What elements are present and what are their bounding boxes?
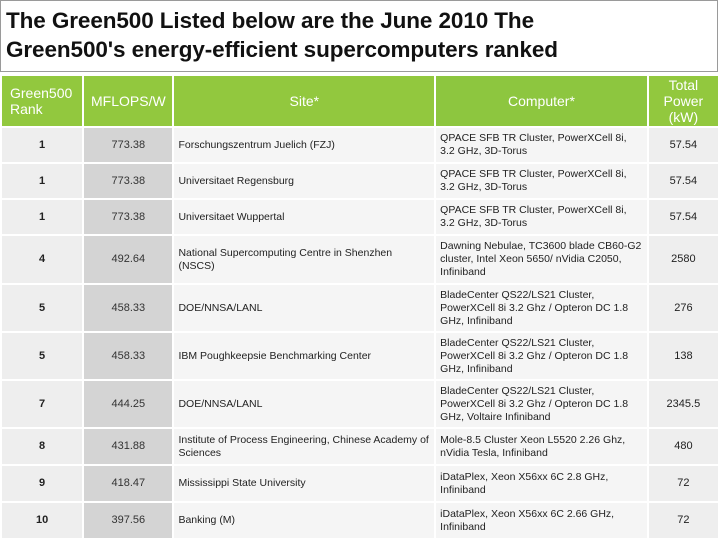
header-mflops: MFLOPS/W — [84, 76, 173, 126]
mflops-cell: 773.38 — [84, 164, 173, 198]
power-cell: 276 — [648, 285, 718, 331]
site-cell: IBM Poughkeepsie Benchmarking Center — [174, 333, 435, 379]
computer-cell: QPACE SFB TR Cluster, PowerXCell 8i, 3.2… — [436, 164, 647, 198]
computer-cell: iDataPlex, Xeon X56xx 6C 2.8 GHz, Infini… — [436, 466, 647, 501]
rank-cell: 8 — [2, 429, 83, 464]
mflops-cell: 773.38 — [84, 200, 173, 234]
table-row: 8 431.88 Institute of Process Engineerin… — [2, 429, 718, 464]
site-cell: DOE/NNSA/LANL — [174, 285, 435, 331]
rank-cell: 9 — [2, 466, 83, 501]
mflops-cell: 492.64 — [84, 236, 173, 283]
site-cell: Mississippi State University — [174, 466, 435, 501]
table-row: 7 444.25 DOE/NNSA/LANL BladeCenter QS22/… — [2, 381, 718, 427]
power-cell: 2345.5 — [648, 381, 718, 427]
table-row: 1 773.38 Universitaet Wuppertal QPACE SF… — [2, 200, 718, 234]
mflops-cell: 397.56 — [84, 503, 173, 538]
mflops-cell: 418.47 — [84, 466, 173, 501]
computer-cell: Mole-8.5 Cluster Xeon L5520 2.26 Ghz, nV… — [436, 429, 647, 464]
power-cell: 72 — [648, 503, 718, 538]
computer-cell: QPACE SFB TR Cluster, PowerXCell 8i, 3.2… — [436, 128, 647, 162]
site-cell: Universitaet Wuppertal — [174, 200, 435, 234]
rank-cell: 5 — [2, 285, 83, 331]
site-cell: DOE/NNSA/LANL — [174, 381, 435, 427]
mflops-cell: 458.33 — [84, 333, 173, 379]
header-power: Total Power (kW) — [648, 76, 718, 126]
table-row: 1 773.38 Universitaet Regensburg QPACE S… — [2, 164, 718, 198]
site-cell: Universitaet Regensburg — [174, 164, 435, 198]
header-computer: Computer* — [436, 76, 647, 126]
green500-table: Green500 Rank MFLOPS/W Site* Computer* T… — [0, 74, 720, 540]
computer-cell: iDataPlex, Xeon X56xx 6C 2.66 GHz, Infin… — [436, 503, 647, 538]
power-cell: 480 — [648, 429, 718, 464]
table-row: 4 492.64 National Supercomputing Centre … — [2, 236, 718, 283]
rank-cell: 1 — [2, 128, 83, 162]
table-row: 9 418.47 Mississippi State University iD… — [2, 466, 718, 501]
mflops-cell: 431.88 — [84, 429, 173, 464]
site-cell: Institute of Process Engineering, Chines… — [174, 429, 435, 464]
rank-cell: 4 — [2, 236, 83, 283]
computer-cell: BladeCenter QS22/LS21 Cluster, PowerXCel… — [436, 381, 647, 427]
computer-cell: BladeCenter QS22/LS21 Cluster, PowerXCel… — [436, 285, 647, 331]
mflops-cell: 444.25 — [84, 381, 173, 427]
power-cell: 138 — [648, 333, 718, 379]
site-cell: National Supercomputing Centre in Shenzh… — [174, 236, 435, 283]
slide-title: The Green500 Listed below are the June 2… — [0, 0, 718, 72]
title-line-1: The Green500 Listed below are the June 2… — [6, 8, 534, 33]
site-cell: Forschungszentrum Juelich (FZJ) — [174, 128, 435, 162]
header-site: Site* — [174, 76, 435, 126]
power-cell: 72 — [648, 466, 718, 501]
title-line-2: Green500's energy-efficient supercompute… — [6, 37, 558, 62]
table-row: 5 458.33 DOE/NNSA/LANL BladeCenter QS22/… — [2, 285, 718, 331]
power-cell: 57.54 — [648, 164, 718, 198]
table-row: 10 397.56 Banking (M) iDataPlex, Xeon X5… — [2, 503, 718, 538]
table-row: 1 773.38 Forschungszentrum Juelich (FZJ)… — [2, 128, 718, 162]
computer-cell: QPACE SFB TR Cluster, PowerXCell 8i, 3.2… — [436, 200, 647, 234]
power-cell: 2580 — [648, 236, 718, 283]
computer-cell: BladeCenter QS22/LS21 Cluster, PowerXCel… — [436, 333, 647, 379]
mflops-cell: 458.33 — [84, 285, 173, 331]
table-header-row: Green500 Rank MFLOPS/W Site* Computer* T… — [2, 76, 718, 126]
computer-cell: Dawning Nebulae, TC3600 blade CB60-G2 cl… — [436, 236, 647, 283]
rank-cell: 5 — [2, 333, 83, 379]
table-row: 5 458.33 IBM Poughkeepsie Benchmarking C… — [2, 333, 718, 379]
mflops-cell: 773.38 — [84, 128, 173, 162]
rank-cell: 1 — [2, 164, 83, 198]
power-cell: 57.54 — [648, 128, 718, 162]
power-cell: 57.54 — [648, 200, 718, 234]
rank-cell: 10 — [2, 503, 83, 538]
rank-cell: 7 — [2, 381, 83, 427]
rank-cell: 1 — [2, 200, 83, 234]
header-rank: Green500 Rank — [2, 76, 83, 126]
site-cell: Banking (M) — [174, 503, 435, 538]
